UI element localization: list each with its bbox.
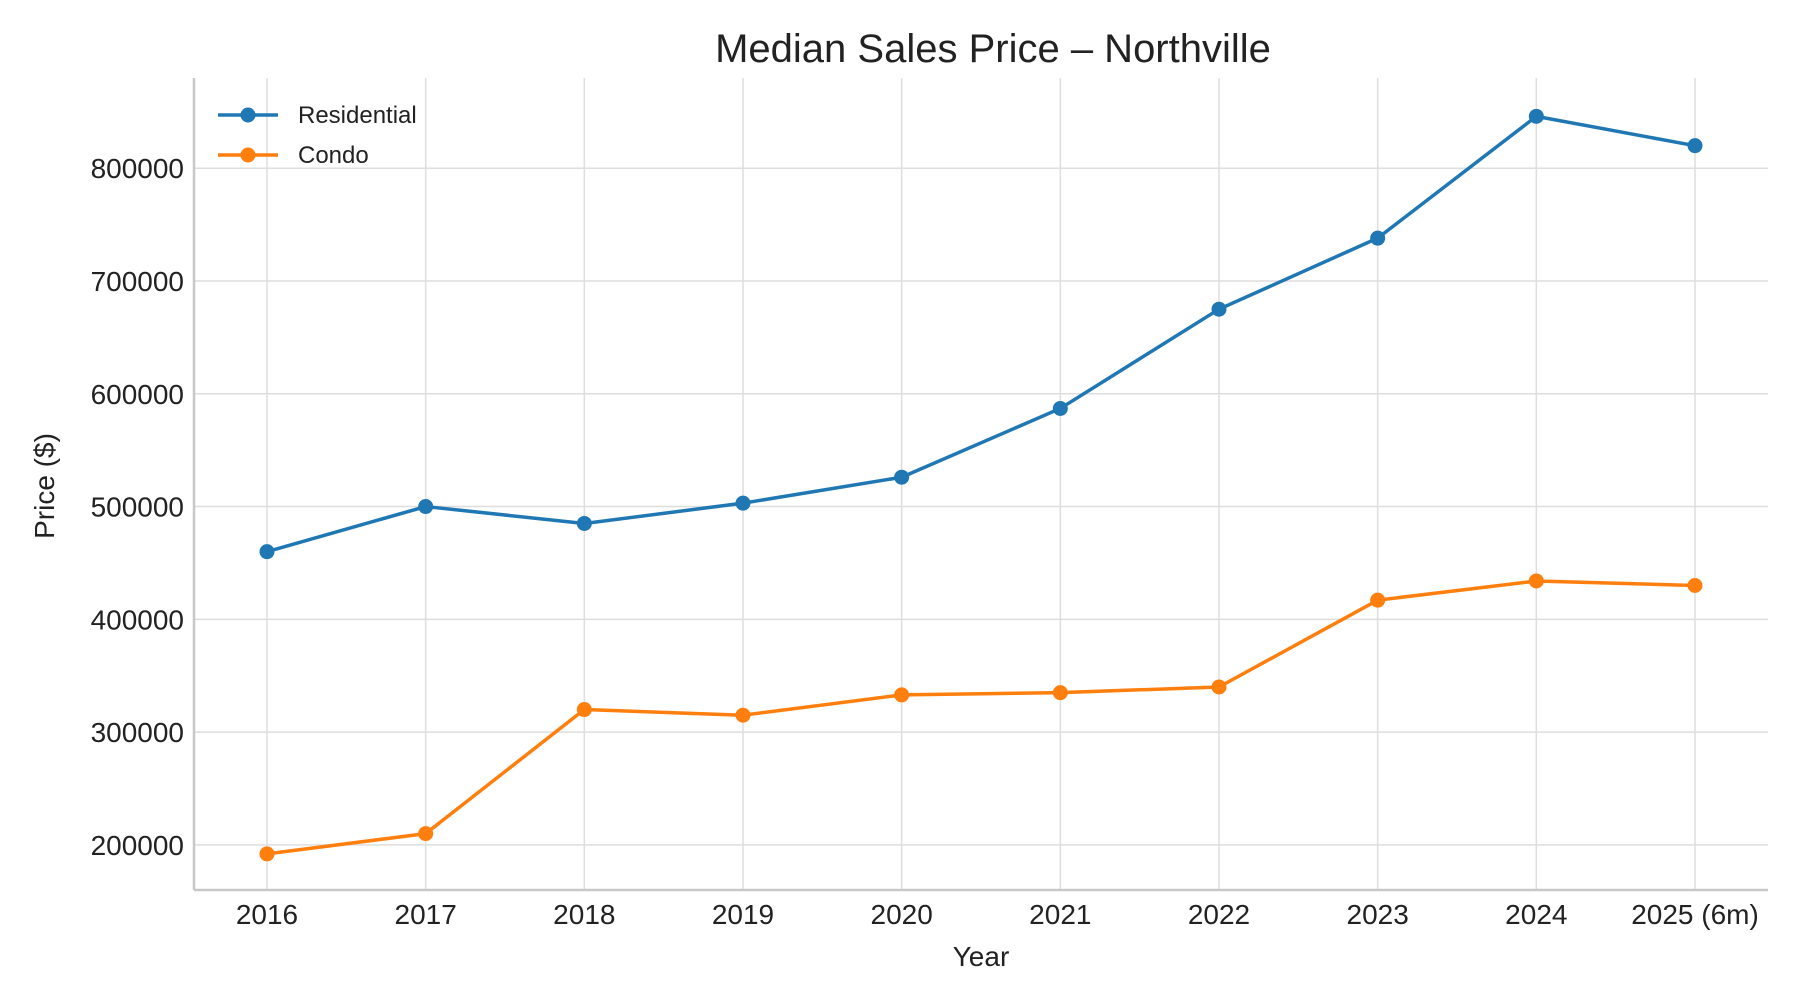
data-point-condo [1687,578,1703,593]
data-point-residential [894,469,910,485]
data-point-residential [1052,400,1068,416]
x-axis-label: Year [953,941,1010,972]
legend-marker-residential [240,107,256,123]
series-line-condo [266,579,1696,856]
data-point-condo [735,707,751,723]
x-tick-label: 2016 [236,899,298,930]
x-tick-labels: 2016 2017 2018 2019 2020 2021 2022 2023 2024 2025… [236,899,1759,930]
data-point-condo [894,687,910,703]
x-tick-label: 2023 [1347,899,1409,930]
axes-spines [192,78,1768,892]
data-point-residential [1370,230,1386,246]
series-lines [259,108,1703,862]
y-tick-label: 800000 [91,153,184,184]
y-tick-label: 700000 [91,266,184,297]
data-point-condo [1211,679,1227,695]
y-tick-label: 200000 [91,830,184,861]
data-point-residential [576,515,592,531]
data-point-condo [418,826,434,842]
y-tick-labels: 200000 300000 400000 500000 600000 700000 8000… [91,153,184,861]
data-point-condo [1370,592,1386,608]
x-tick-label: 2025 (6m) [1631,899,1759,930]
data-point-residential [259,544,275,560]
data-point-condo [259,846,275,862]
data-point-residential [1528,108,1544,124]
x-tick-label: 2024 [1505,899,1567,930]
legend: Residential Condo [218,102,417,169]
y-tick-label: 500000 [91,492,184,523]
data-point-residential [1211,301,1227,317]
y-tick-label: 400000 [91,604,184,635]
data-point-condo [1528,573,1544,589]
series-line-residential [266,114,1696,554]
data-point-condo [1052,685,1068,701]
x-tick-label: 2022 [1188,899,1250,930]
chart-title: Median Sales Price – Northville [715,27,1271,71]
x-tick-label: 2019 [712,899,774,930]
x-tick-label: 2021 [1029,899,1091,930]
data-point-residential [1687,138,1703,154]
y-tick-label: 600000 [91,379,184,410]
x-tick-label: 2020 [871,899,933,930]
legend-marker-condo [240,147,256,163]
data-point-residential [735,495,751,511]
data-point-condo [576,702,592,718]
legend-label-residential: Residential [298,102,417,129]
y-tick-label: 300000 [91,717,184,748]
legend-label-condo: Condo [298,142,369,169]
x-tick-label: 2018 [553,899,615,930]
x-tick-label: 2017 [395,899,457,930]
data-point-residential [418,499,434,515]
gridlines [194,78,1768,890]
y-axis-label: Price ($) [29,433,60,539]
